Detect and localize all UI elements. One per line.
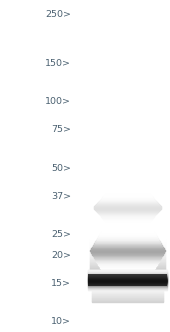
Text: 25>: 25> — [51, 230, 71, 239]
Text: 100>: 100> — [45, 97, 71, 106]
Text: 37>: 37> — [51, 192, 71, 201]
Text: 150>: 150> — [45, 58, 71, 67]
Bar — [88, 274, 167, 286]
Text: 20>: 20> — [51, 251, 71, 260]
Text: 75>: 75> — [51, 125, 71, 134]
Text: 15>: 15> — [51, 279, 71, 288]
Text: 50>: 50> — [51, 164, 71, 173]
Text: 10>: 10> — [51, 317, 71, 326]
Text: 250>: 250> — [45, 10, 71, 19]
